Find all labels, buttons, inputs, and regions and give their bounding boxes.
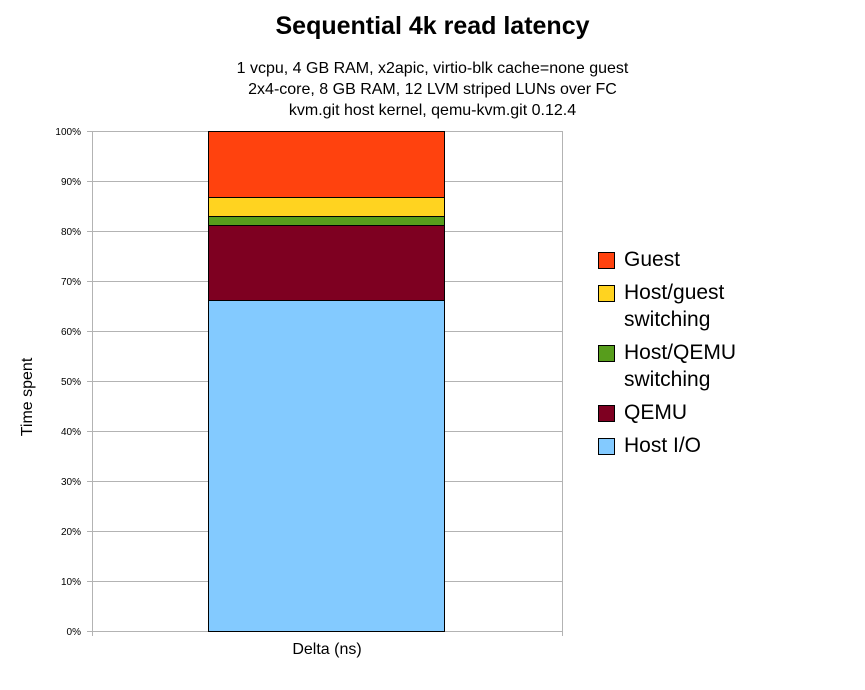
legend-label: Host/QEMU switching [624,341,737,391]
y-tick-label: 50% [61,377,81,388]
chart-subtitle-line-2: 2x4-core, 8 GB RAM, 12 LVM striped LUNs … [248,81,617,98]
y-tick-label: 70% [61,277,81,288]
y-tick-label: 80% [61,227,81,238]
y-axis-label-text: Time spent [19,357,36,437]
legend-label: Host I/O [624,434,702,457]
y-tick-label: 0% [67,627,82,638]
legend-swatch [598,252,615,269]
legend-item-host-qemu-switching: Host/QEMU switching [598,339,774,393]
chart-title: Sequential 4k read latency [275,12,590,40]
y-tick-label: 60% [61,327,81,338]
chart-subtitle-line-3: kvm.git host kernel, qemu-kvm.git 0.12.4 [288,102,577,119]
legend-label: Host/guest switching [624,281,725,331]
y-tick-label: 30% [61,477,81,488]
legend-swatch [598,285,615,302]
bar-segment-host-i-o [208,300,445,632]
legend-swatch [598,345,615,362]
bar-segment-host-guest-switching [208,197,445,217]
legend-item-host-guest-switching: Host/guest switching [598,279,774,333]
y-tick-label: 20% [61,527,81,538]
legend-item-guest: Guest [598,246,774,273]
legend-item-qemu: QEMU [598,399,774,426]
legend-label: Guest [624,248,681,271]
legend-swatch [598,405,615,422]
y-tick-label: 10% [61,577,81,588]
legend-item-host-i-o: Host I/O [598,432,774,459]
y-tick-label: 40% [61,427,81,438]
x-axis-label: Delta (ns) [292,641,362,658]
legend-swatch [598,438,615,455]
bar-segment-guest [208,131,445,198]
legend-label: QEMU [624,401,687,424]
chart-subtitle-line-1: 1 vcpu, 4 GB RAM, x2apic, virtio-blk cac… [236,60,629,77]
bar-segment-qemu [208,225,445,301]
bar-segment-host-qemu-switching [208,216,445,226]
legend: Guest Host/guest switching Host/QEMU switc… [598,246,774,465]
y-tick-label: 100% [55,127,81,138]
y-tick-label: 90% [61,177,81,188]
